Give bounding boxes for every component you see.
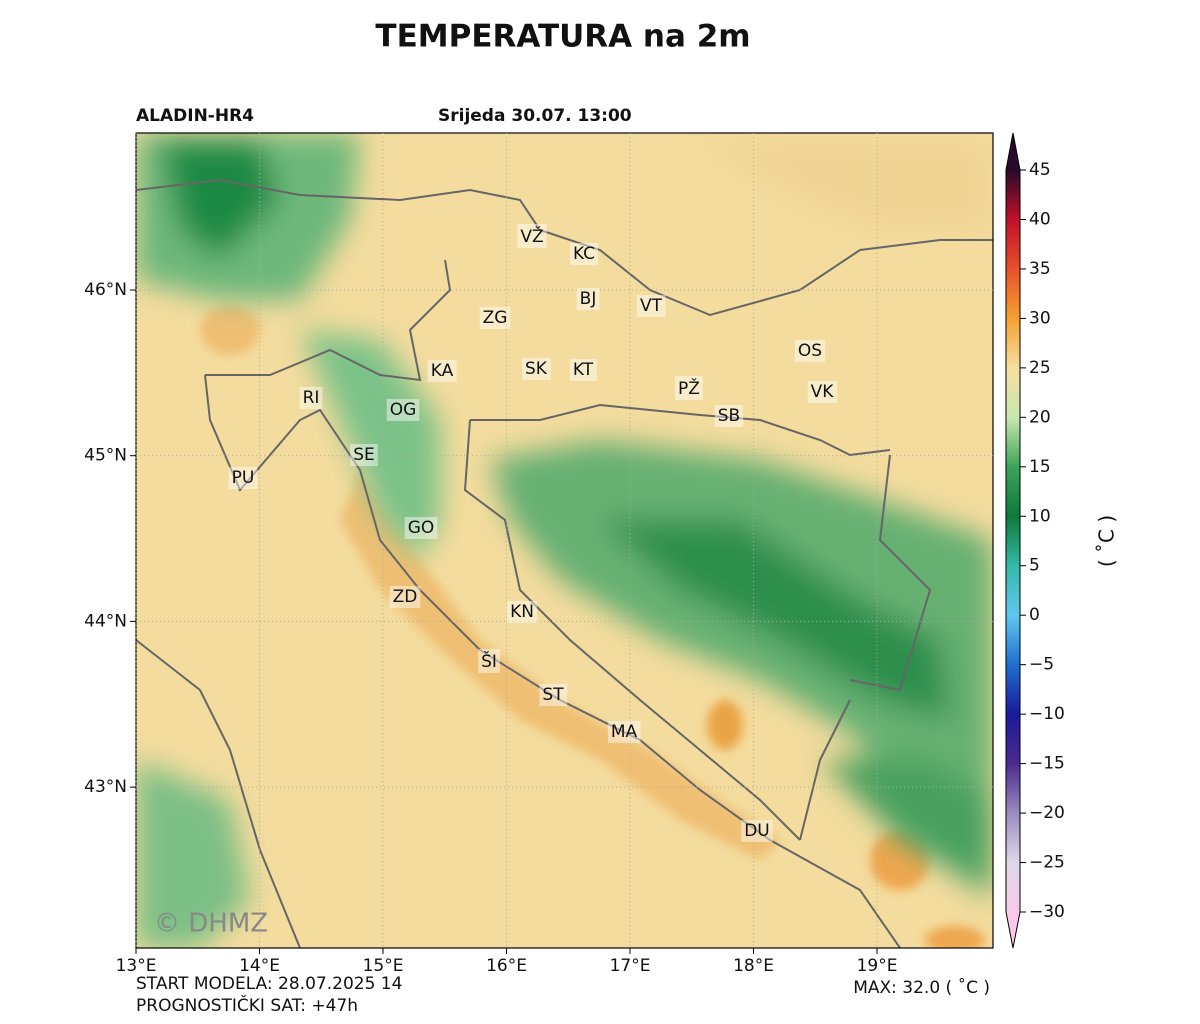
city-label-bg (228, 467, 258, 489)
lat-tick-label: 43°N (84, 777, 127, 797)
title: TEMPERATURA na 2m (375, 19, 750, 55)
city-label-bg (794, 340, 826, 362)
city-label-bg (479, 307, 511, 329)
colorbar-tick-label: 0 (1029, 605, 1040, 625)
map-field (136, 133, 993, 948)
city-label: KC (573, 244, 595, 264)
valid-time: Srijeda 30.07. 13:00 (438, 106, 632, 126)
city-label: PU (232, 468, 255, 488)
colorbar-tick-label: 45 (1029, 160, 1051, 180)
city-label: BJ (580, 289, 597, 309)
city-label-bg (569, 359, 597, 381)
colorbar-tick-label: 35 (1029, 259, 1051, 279)
city-label-bg (404, 517, 438, 539)
watermark: © DHMZ (154, 909, 268, 939)
city-label: ST (542, 685, 564, 705)
city-label-bg (539, 684, 568, 706)
city-label-bg (386, 399, 420, 421)
city-label: GO (408, 518, 435, 538)
city-label-bg (517, 224, 547, 248)
lon-tick-label: 17°E (610, 956, 651, 976)
city-label: PŽ (678, 377, 700, 399)
lon-tick-label: 15°E (363, 956, 404, 976)
cities: VŽ KC BJ VT ZG OS KA SK KT PŽ VK SB RI OG SE PU GO ZD KN ŠI… (228, 224, 838, 842)
city-label-bg (389, 586, 421, 608)
colorbar-tick-label: −20 (1029, 803, 1065, 823)
colorbar-tick-label: −5 (1029, 655, 1054, 675)
city-label: VT (640, 296, 663, 316)
model: ALADIN-HR4 (136, 106, 254, 126)
city-label-bg (299, 387, 323, 409)
city-label-bg (507, 601, 537, 623)
city-label: KN (510, 602, 534, 622)
map-frame (135, 132, 994, 949)
start-time: START MODELA: 28.07.2025 14 (136, 974, 402, 994)
colorbar-tick-label: −15 (1029, 754, 1065, 774)
colorbar-tick-label: 10 (1029, 506, 1051, 526)
city-label-bg (607, 721, 641, 743)
colorbar-tick-label: 30 (1029, 308, 1051, 328)
max-value: MAX: 32.0 ( ˚C ) (853, 977, 990, 998)
colorbar-extend-max (1006, 133, 1020, 170)
lon-tick-label: 16°E (486, 956, 527, 976)
colorbar-tick-label: −30 (1029, 902, 1065, 922)
city-label-bg (741, 820, 773, 842)
city-label-bg (569, 243, 599, 265)
city-label: OG (390, 400, 417, 420)
colorbar-body (1006, 170, 1020, 912)
city-label: VŽ (520, 225, 543, 247)
lead-time: PROGNOSTIČKI SAT: +47h (136, 994, 358, 1016)
city-label-bg (636, 295, 666, 317)
lat-tick-label: 46°N (84, 280, 127, 300)
city-label: RI (303, 388, 320, 408)
lon-tick-label: 19°E (857, 956, 898, 976)
city-label: KA (431, 361, 454, 381)
colorbar-label: ( ˚C ) (1095, 515, 1119, 567)
city-label: OS (798, 341, 822, 361)
city-label-bg (807, 381, 838, 403)
colorbar-tick-label: 40 (1029, 209, 1051, 229)
city-label-bg (675, 376, 703, 400)
colorbar-extend-min (1006, 912, 1020, 948)
city-label: DU (744, 821, 770, 841)
colorbar: −30 −25 −20 −15 −10 −5 0 5 10 15 20 25 30 35 40 45 (1005, 132, 1065, 949)
lon-tick-label: 14°E (239, 956, 280, 976)
city-label-bg (350, 444, 378, 466)
colorbar-tick-label: 25 (1029, 358, 1051, 378)
city-label: ŠI (481, 650, 497, 672)
city-label: ZG (483, 308, 508, 328)
colorbar-tick-label: 20 (1029, 407, 1051, 427)
lat-tick-label: 45°N (84, 446, 127, 466)
city-label: ZD (393, 587, 418, 607)
colorbar-tick-label: 5 (1029, 556, 1040, 576)
city-label: SE (353, 445, 375, 465)
city-label: VK (811, 382, 835, 402)
colorbar-tick-label: −25 (1029, 853, 1065, 873)
city-label: SK (525, 359, 548, 379)
city-label-bg (714, 405, 744, 427)
graticule: 13°E 14°E 15°E 16°E 17°E 18°E 19°E 46°N 45°N 44°N… (84, 133, 993, 976)
city-label: KT (573, 360, 594, 380)
lon-tick-label: 18°E (733, 956, 774, 976)
city-label-bg (478, 649, 500, 673)
lat-tick-label: 44°N (84, 611, 127, 631)
city-label-bg (522, 358, 551, 380)
lon-tick-label: 13°E (116, 956, 157, 976)
city-label: MA (611, 722, 638, 742)
borders (136, 178, 993, 948)
city-label-bg (427, 360, 457, 382)
city-label: SB (718, 406, 740, 426)
city-label-bg (576, 288, 600, 310)
colorbar-tick-label: −10 (1029, 704, 1065, 724)
colorbar-tick-label: 15 (1029, 457, 1051, 477)
